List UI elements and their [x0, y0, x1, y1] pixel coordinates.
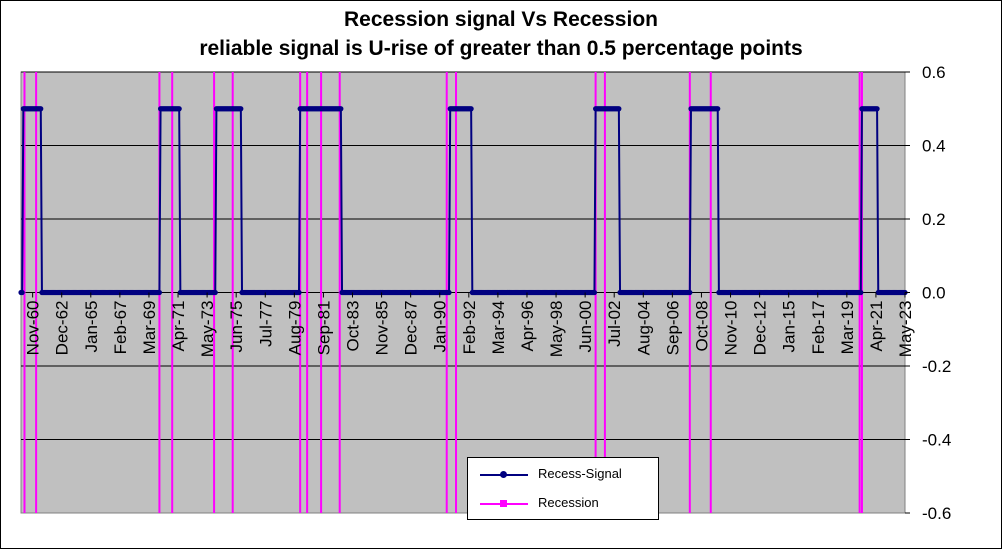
x-tick-label: May-98 — [547, 301, 566, 358]
signal-point — [591, 289, 598, 296]
x-tick-label: Nov-60 — [24, 301, 43, 356]
y-tick-label: -0.2 — [922, 357, 951, 376]
x-tick-label: Feb-67 — [111, 301, 130, 355]
x-tick-label: Aug-04 — [634, 301, 653, 356]
x-tick-label: Oct-08 — [692, 301, 711, 352]
y-tick-label: 0.6 — [922, 63, 946, 82]
x-tick-label: Sep-81 — [314, 301, 333, 356]
x-tick-label: Jul-02 — [605, 301, 624, 347]
x-tick-label: Sep-06 — [663, 301, 682, 356]
circle-marker-icon — [500, 471, 507, 478]
x-tick-label: Jun-75 — [227, 301, 246, 353]
signal-point — [238, 106, 244, 112]
x-tick-label: Mar-19 — [838, 301, 857, 355]
signal-point — [715, 106, 721, 112]
y-tick-label: -0.4 — [922, 431, 951, 450]
x-tick-label: Apr-71 — [169, 301, 188, 352]
x-tick-label: Nov-85 — [373, 301, 392, 356]
legend-label: Recess-Signal — [538, 466, 622, 481]
x-tick-label: Jan-15 — [780, 301, 799, 353]
x-tick-label: Dec-62 — [53, 301, 72, 356]
x-tick-label: May-23 — [896, 301, 915, 358]
signal-point — [176, 106, 182, 112]
signal-point — [156, 289, 163, 296]
y-tick-label: -0.6 — [922, 504, 951, 523]
legend-label: Recession — [538, 495, 599, 510]
signal-point — [19, 289, 25, 296]
x-tick-label: Mar-69 — [140, 301, 159, 355]
x-tick-label: Apr-96 — [518, 301, 537, 352]
y-tick-label: 0.0 — [922, 284, 946, 303]
x-tick-label: Jul-77 — [256, 301, 275, 347]
x-tick-label: Feb-17 — [809, 301, 828, 355]
x-tick-label: Dec-12 — [751, 301, 770, 356]
signal-point — [212, 289, 218, 296]
x-tick-label: Aug-79 — [285, 301, 304, 356]
signal-point — [446, 289, 452, 296]
chart-subtitle: reliable signal is U-rise of greater tha… — [199, 37, 803, 60]
x-tick-label: May-73 — [198, 301, 217, 358]
y-tick-label: 0.2 — [922, 210, 946, 229]
signal-point — [338, 106, 344, 112]
x-tick-label: Oct-83 — [344, 301, 363, 352]
x-tick-label: Apr-21 — [867, 301, 886, 352]
y-tick-label: 0.4 — [922, 137, 946, 156]
signal-point — [858, 289, 864, 296]
x-tick-label: Dec-87 — [402, 301, 421, 356]
chart-title: Recession signal Vs Recession — [344, 8, 658, 31]
signal-point — [296, 289, 302, 296]
x-tick-label: Jan-90 — [431, 301, 450, 353]
x-tick-label: Jan-65 — [82, 301, 101, 353]
x-tick-label: Nov-10 — [722, 301, 741, 356]
signal-point — [687, 289, 693, 296]
signal-point — [38, 106, 44, 112]
square-marker-icon — [500, 500, 507, 507]
x-tick-label: Mar-94 — [489, 301, 508, 355]
legend: Recess-Signal Recession — [467, 457, 659, 520]
signal-point — [468, 106, 474, 112]
x-tick-label: Feb-92 — [460, 301, 479, 355]
x-tick-label: Jun-00 — [576, 301, 595, 353]
signal-point — [874, 106, 880, 112]
signal-point — [616, 106, 622, 112]
